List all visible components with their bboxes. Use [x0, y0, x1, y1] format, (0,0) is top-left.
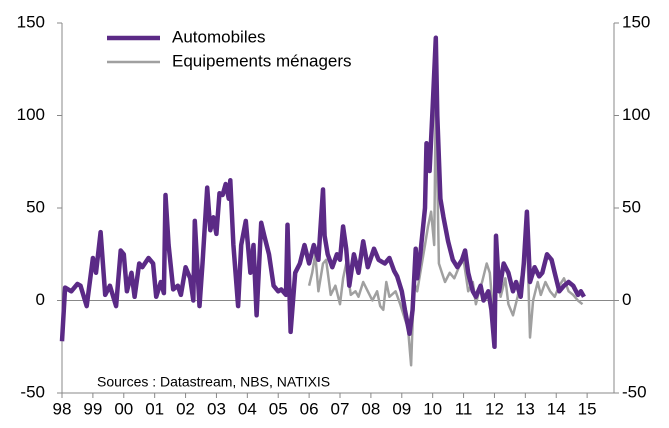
legend-label: Equipements ménagers: [172, 51, 352, 70]
y2-tick-label: 0: [622, 290, 631, 309]
y2-tick-label: -50: [622, 382, 647, 401]
x-tick-label: 03: [207, 399, 226, 418]
y2-tick-label: 50: [622, 197, 641, 216]
x-tick-label: 04: [238, 399, 257, 418]
y-tick-label: 100: [17, 105, 45, 124]
x-tick-label: 10: [423, 399, 442, 418]
series-line: [307, 95, 584, 367]
x-tick-label: 00: [114, 399, 133, 418]
annotation: Sources : Datastream, NBS, NATIXIS: [97, 374, 330, 390]
x-tick-label: 99: [83, 399, 102, 418]
x-tick-label: 05: [269, 399, 288, 418]
y2-tick-label: 100: [622, 105, 650, 124]
y-tick-label: -50: [20, 382, 45, 401]
x-tick-label: 14: [547, 399, 566, 418]
x-tick-label: 09: [392, 399, 411, 418]
x-tick-label: 11: [455, 399, 473, 418]
y-tick-label: 50: [26, 197, 45, 216]
x-tick-label: 07: [331, 399, 350, 418]
y-tick-label: 0: [36, 290, 45, 309]
x-tick-label: 08: [361, 399, 380, 418]
x-tick-label: 06: [300, 399, 319, 418]
x-tick-label: 12: [485, 399, 504, 418]
series-line: [59, 35, 586, 350]
x-tick-label: 02: [176, 399, 195, 418]
x-tick-label: 13: [516, 399, 535, 418]
x-tick-label: 98: [53, 399, 72, 418]
x-tick-label: 01: [145, 399, 164, 418]
legend-label: Automobiles: [172, 27, 266, 46]
x-tick-label: 15: [578, 399, 597, 418]
y2-tick-label: 150: [622, 12, 650, 31]
y-tick-label: 150: [17, 12, 45, 31]
